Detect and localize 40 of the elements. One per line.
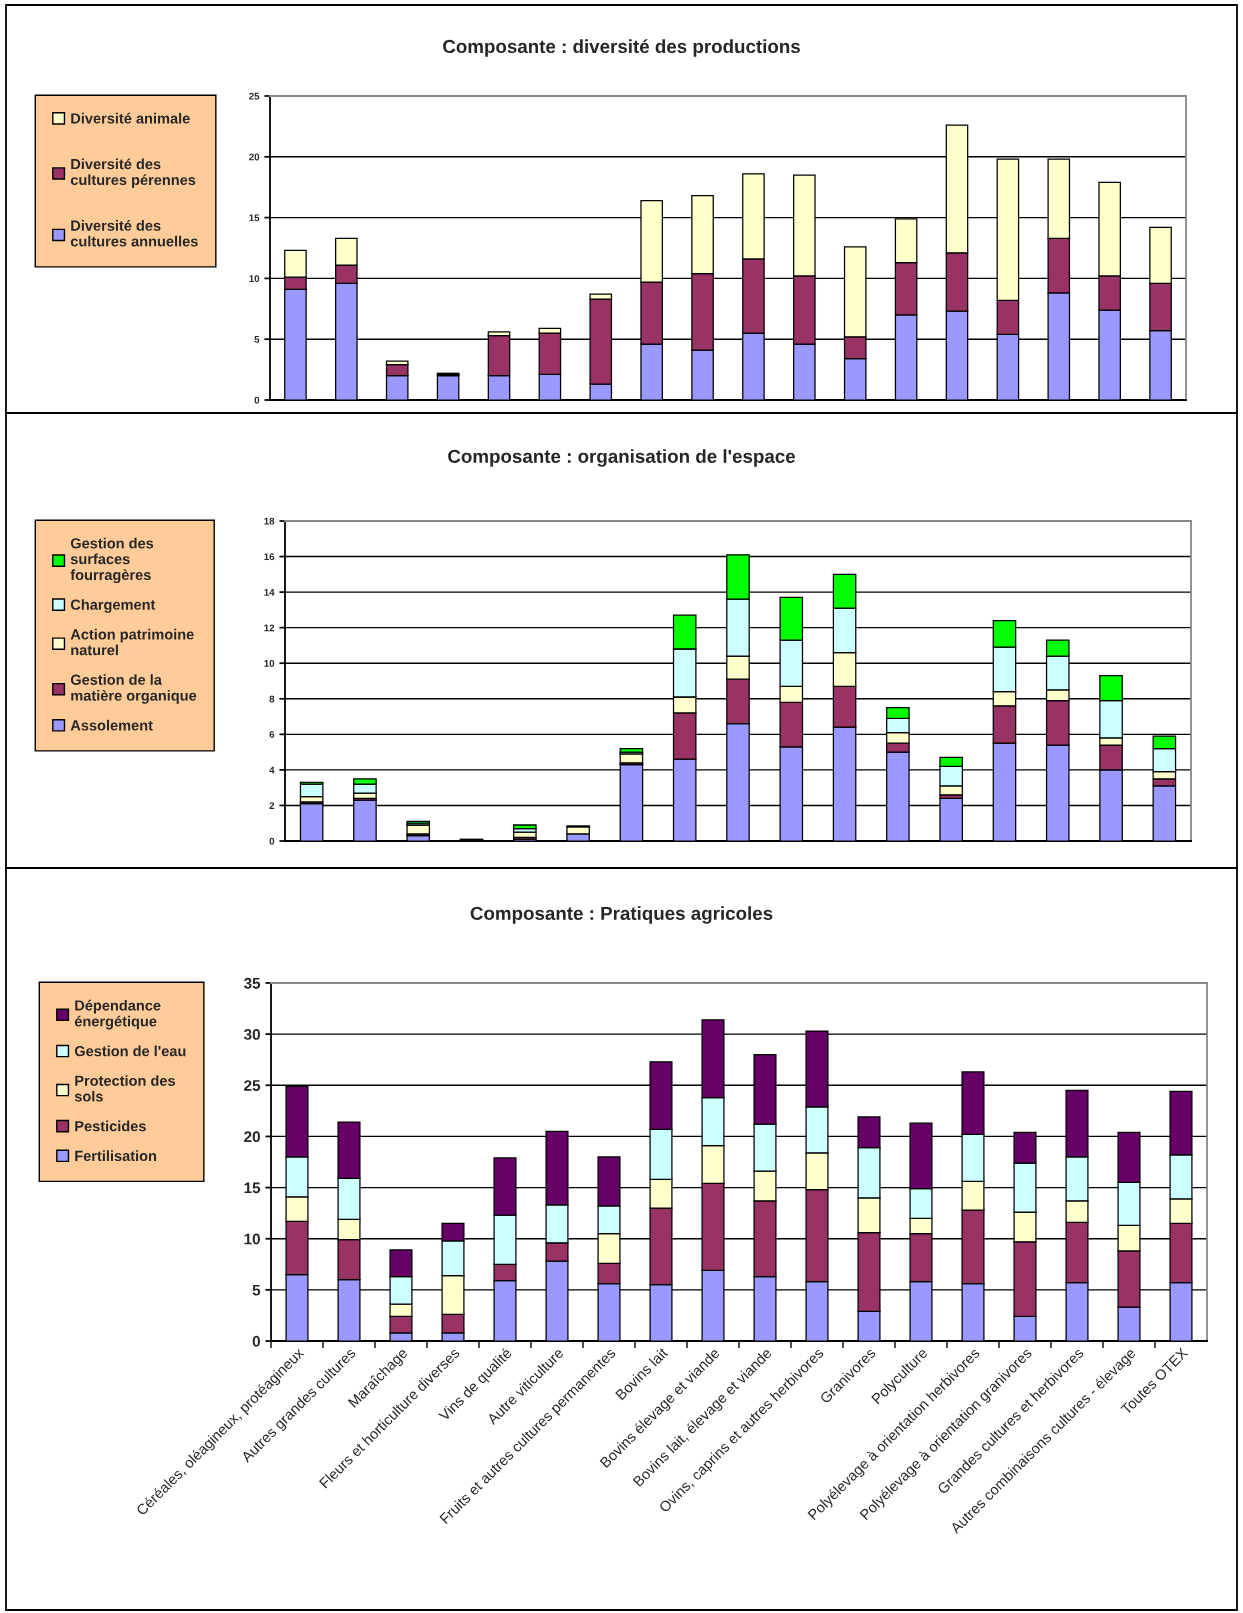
y-tick-label: 12 <box>264 624 275 632</box>
legend-label: Chargement <box>70 599 156 613</box>
y-tick-label: 20 <box>249 153 260 161</box>
y-tick-label: 10 <box>244 1233 260 1245</box>
y-tick-label: 10 <box>249 275 260 283</box>
y-tick-label: 30 <box>243 1029 260 1040</box>
y-tick-label: 8 <box>269 695 275 703</box>
y-tick-label: 15 <box>244 1182 261 1194</box>
chart-title: Composante : organisation de l'espace <box>448 449 796 467</box>
y-tick-label: 35 <box>243 977 261 989</box>
legend-label: Gestion des surfaces fourragères <box>70 537 154 584</box>
y-tick-label: 16 <box>264 553 275 561</box>
legend-label: Pesticides <box>75 1120 146 1132</box>
y-tick-label: 2 <box>269 802 275 809</box>
legend-label: Diversité des cultures pérennes <box>70 158 196 188</box>
y-tick-label: 5 <box>252 1284 261 1296</box>
y-tick-label: 18 <box>264 517 275 525</box>
y-tick-label: 0 <box>254 396 260 404</box>
y-tick-label: 14 <box>264 588 275 596</box>
y-tick-label: 20 <box>244 1131 260 1143</box>
y-tick-label: 15 <box>249 214 260 222</box>
chart-title: Composante : diversité des productions <box>443 39 800 57</box>
legend-label: Action patrimoine naturel <box>70 628 194 656</box>
legend-label: Gestion de l'eau <box>74 1045 186 1057</box>
y-tick-label: 5 <box>254 336 260 343</box>
legend-label: Dépendance énergétique <box>74 999 161 1030</box>
y-tick-label: 4 <box>269 766 275 774</box>
y-tick-label: 10 <box>264 659 275 667</box>
legend-label: Assolement <box>70 719 153 731</box>
y-tick-label: 25 <box>244 1080 261 1091</box>
y-tick-label: 0 <box>269 837 275 845</box>
y-tick-label: 0 <box>252 1335 260 1347</box>
legend-label: Protection des sols <box>74 1075 175 1102</box>
legend-label: Gestion de la matière organique <box>70 674 197 704</box>
y-tick-label: 25 <box>249 92 260 100</box>
legend-label: Fertilisation <box>75 1150 157 1162</box>
legend-label: Diversité animale <box>71 112 190 124</box>
legend-label: Diversité des cultures annuelles <box>70 219 198 247</box>
y-tick-label: 6 <box>269 731 275 738</box>
chart-title: Composante : Pratiques agricoles <box>470 906 773 924</box>
